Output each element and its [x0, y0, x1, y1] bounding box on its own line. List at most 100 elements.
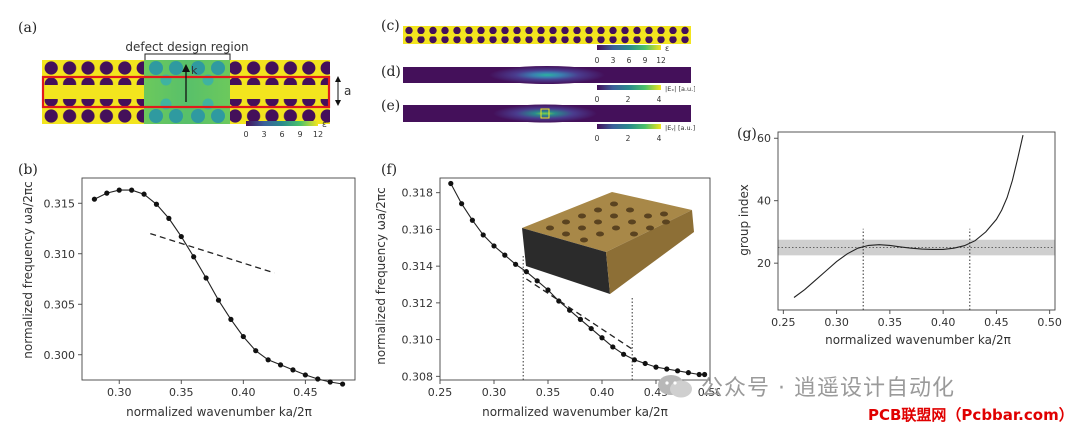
data-point [315, 376, 321, 382]
panels-cde-figure: ε 0 3 6 9 12 |Eₓ| [a.u.] 0 2 4 |Eᵧ| [a.u… [403, 26, 695, 143]
wechat-icon [658, 375, 692, 398]
colorbar-d-label: |Eₓ| [a.u.] [665, 85, 695, 93]
y-tick-label: 0.314 [402, 260, 434, 273]
data-point [556, 298, 562, 304]
data-point [228, 316, 234, 322]
x-tick-label: 0.35 [536, 386, 561, 399]
data-point [610, 344, 616, 350]
data-point [545, 287, 551, 293]
colorbar-e-label: |Eᵧ| [a.u.] [665, 124, 695, 132]
data-point [491, 243, 497, 249]
data-point [191, 254, 197, 260]
y-tick-label: 0.310 [402, 334, 434, 347]
chart-g-xlabel: normalized wavenumber ka/2π [825, 333, 1011, 347]
x-tick-label: 0.40 [590, 386, 615, 399]
colorbar-a-label: ε [322, 120, 327, 130]
panel-label-g: (g) [737, 126, 757, 142]
data-point [685, 370, 691, 376]
chart-g: 0.25 0.30 0.35 0.40 0.45 0.50 20 40 60 normalize… [737, 131, 1062, 347]
data-point [448, 180, 454, 187]
data-point [178, 233, 184, 240]
colorbar-c-label: ε [665, 44, 669, 53]
data-point [642, 360, 648, 367]
data-point [203, 275, 209, 281]
y-tick-label: 0.308 [402, 370, 434, 383]
k-arrow-head [182, 64, 190, 72]
cbar-d-tick: 0 [595, 95, 600, 104]
panel-label-b: (b) [18, 162, 38, 178]
data-point [513, 261, 519, 267]
data-point [696, 371, 702, 378]
x-tick-label: 0.50 [698, 386, 720, 399]
x-tick-label: 0.25 [428, 386, 453, 399]
data-point [265, 357, 271, 363]
colorbar-e [597, 124, 661, 129]
data-point [664, 366, 670, 372]
y-tick-label: 0.318 [402, 187, 434, 200]
data-point [153, 201, 160, 207]
y-tick-label: 0.310 [44, 248, 76, 261]
target-band [778, 239, 1055, 256]
data-point [302, 372, 308, 378]
chart-b-ylabel: normalized frequency ωa/2πc [21, 181, 35, 358]
chart-f-ylabel: normalized frequency ωa/2πc [374, 187, 388, 364]
cbar-a-tick: 12 [313, 130, 323, 139]
data-point [480, 232, 486, 238]
plot-frame [81, 177, 356, 381]
x-tick-label: 0.35 [169, 386, 194, 399]
y-tick-label: 40 [757, 195, 771, 208]
cbar-a-tick: 9 [297, 130, 302, 139]
panel-label-d: (d) [381, 64, 401, 80]
chart-b: 0.30 0.35 0.40 0.45 0.300 0.305 0.310 0.315 nor… [21, 177, 356, 419]
chart-f-xlabel: normalized wavenumber ka/2π [482, 405, 668, 419]
y-tick-label: 60 [757, 132, 771, 145]
panel-label-a: (a) [18, 20, 38, 36]
series-line [793, 134, 1024, 298]
watermark-text: 公众号 · 逍遥设计自动化 [701, 376, 955, 401]
cbar-d-tick: 4 [657, 95, 662, 104]
data-point [502, 252, 508, 258]
watermark: 公众号 · 逍遥设计自动化 [655, 370, 955, 402]
data-point [523, 269, 529, 275]
lattice-constant-arrow [335, 76, 341, 106]
region-bracket [144, 53, 231, 60]
data-point [327, 379, 333, 385]
data-point [129, 187, 135, 193]
x-tick-label: 0.45 [984, 316, 1009, 329]
y-tick-label: 0.316 [402, 223, 434, 236]
y-tick-label: 0.300 [44, 349, 76, 362]
data-point [534, 278, 540, 284]
panel-label-f: (f) [381, 162, 398, 178]
colorbar-d [597, 85, 661, 90]
data-point [277, 362, 284, 368]
data-point [166, 215, 172, 221]
chart-b-xlabel: normalized wavenumber ka/2π [126, 405, 312, 419]
panel-a-figure: defect design region k a ε 0 3 6 9 12 [41, 40, 351, 139]
cbar-c-tick: 12 [656, 56, 666, 65]
cbar-e-tick: 4 [657, 134, 662, 143]
x-tick-label: 0.40 [231, 386, 256, 399]
y-tick-label: 0.315 [44, 197, 76, 210]
cbar-e-tick: 0 [595, 134, 600, 143]
data-point [290, 367, 296, 373]
data-point [621, 351, 627, 357]
data-point [599, 335, 605, 341]
target-slope-line [526, 278, 635, 352]
cbar-c-tick: 6 [627, 56, 632, 65]
a-label: a [344, 84, 351, 98]
cbar-a-tick: 3 [261, 130, 266, 139]
cbar-c-tick: 9 [643, 56, 648, 65]
data-point [339, 381, 346, 387]
x-tick-label: 0.30 [107, 386, 132, 399]
cbar-a-tick: 6 [279, 130, 284, 139]
data-point [702, 371, 708, 378]
data-point [653, 364, 659, 370]
plot-frame [777, 131, 1056, 311]
y-tick-label: 0.305 [44, 298, 76, 311]
data-point [631, 357, 637, 363]
data-point [577, 316, 583, 322]
target-slope-line [150, 232, 275, 274]
cbar-c-tick: 0 [595, 56, 600, 65]
cbar-a-tick: 0 [243, 130, 248, 139]
y-tick-label: 20 [757, 257, 771, 270]
